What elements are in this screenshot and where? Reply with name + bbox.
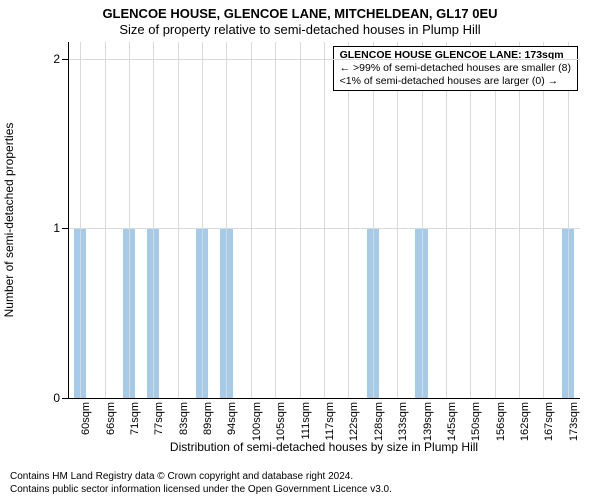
x-tick-label: 71sqm — [129, 402, 141, 442]
x-tick-label: 145sqm — [446, 402, 458, 442]
x-axis-line — [68, 398, 580, 399]
gridline-v — [80, 42, 81, 398]
gridline-v — [129, 42, 130, 398]
plot-area — [68, 42, 580, 398]
gridline-v — [543, 42, 544, 398]
gridline-v — [275, 42, 276, 398]
chart-container: { "titles": { "line1": "GLENCOE HOUSE, G… — [0, 0, 600, 500]
gridline-v — [495, 42, 496, 398]
gridline-v — [470, 42, 471, 398]
x-tick-label: 111sqm — [300, 402, 312, 442]
x-tick-label: 105sqm — [275, 402, 287, 442]
y-axis-label: Number of semi-detached properties — [2, 42, 22, 398]
gridline-v — [226, 42, 227, 398]
gridline-v — [300, 42, 301, 398]
gridline-v — [178, 42, 179, 398]
y-tick-label: 1 — [38, 221, 60, 235]
x-tick-label: 128sqm — [373, 402, 385, 442]
footer-line1: Contains HM Land Registry data © Crown c… — [10, 471, 392, 484]
x-tick-label: 156sqm — [495, 402, 507, 442]
x-tick-label: 89sqm — [202, 402, 214, 442]
x-tick-label: 139sqm — [422, 402, 434, 442]
chart-title-line1: GLENCOE HOUSE, GLENCOE LANE, MITCHELDEAN… — [0, 6, 600, 21]
x-tick-label: 117sqm — [324, 402, 336, 442]
legend-line2: ← >99% of semi-detached houses are small… — [340, 62, 571, 75]
gridline-v — [153, 42, 154, 398]
x-tick-label: 167sqm — [543, 402, 555, 442]
x-tick-label: 60sqm — [80, 402, 92, 442]
footer-attribution: Contains HM Land Registry data © Crown c… — [10, 471, 392, 496]
gridline-v — [324, 42, 325, 398]
x-tick-label: 100sqm — [251, 402, 263, 442]
y-tick-label: 0 — [38, 391, 60, 405]
gridline-v — [105, 42, 106, 398]
gridline-v — [422, 42, 423, 398]
gridline-v — [397, 42, 398, 398]
footer-line2: Contains public sector information licen… — [10, 484, 392, 497]
legend-line3: <1% of semi-detached houses are larger (… — [340, 75, 571, 88]
legend-line1: GLENCOE HOUSE GLENCOE LANE: 173sqm — [340, 49, 571, 62]
gridline-v — [348, 42, 349, 398]
x-axis-label: Distribution of semi-detached houses by … — [68, 440, 580, 454]
y-axis-line — [68, 42, 69, 398]
gridline-v — [202, 42, 203, 398]
gridline-h — [68, 59, 580, 60]
x-tick-label: 133sqm — [397, 402, 409, 442]
gridline-v — [519, 42, 520, 398]
x-tick-label: 150sqm — [470, 402, 482, 442]
gridline-v — [568, 42, 569, 398]
x-tick-label: 94sqm — [226, 402, 238, 442]
gridline-h — [68, 228, 580, 229]
y-tick-label: 2 — [38, 52, 60, 66]
x-tick-label: 77sqm — [153, 402, 165, 442]
x-tick-label: 173sqm — [568, 402, 580, 442]
legend-box: GLENCOE HOUSE GLENCOE LANE: 173sqm ← >99… — [333, 46, 578, 91]
chart-title-line2: Size of property relative to semi-detach… — [0, 22, 600, 37]
gridline-v — [446, 42, 447, 398]
x-tick-label: 162sqm — [519, 402, 531, 442]
x-tick-label: 122sqm — [348, 402, 360, 442]
x-tick-label: 66sqm — [105, 402, 117, 442]
gridline-v — [373, 42, 374, 398]
gridline-v — [251, 42, 252, 398]
x-tick-label: 83sqm — [178, 402, 190, 442]
